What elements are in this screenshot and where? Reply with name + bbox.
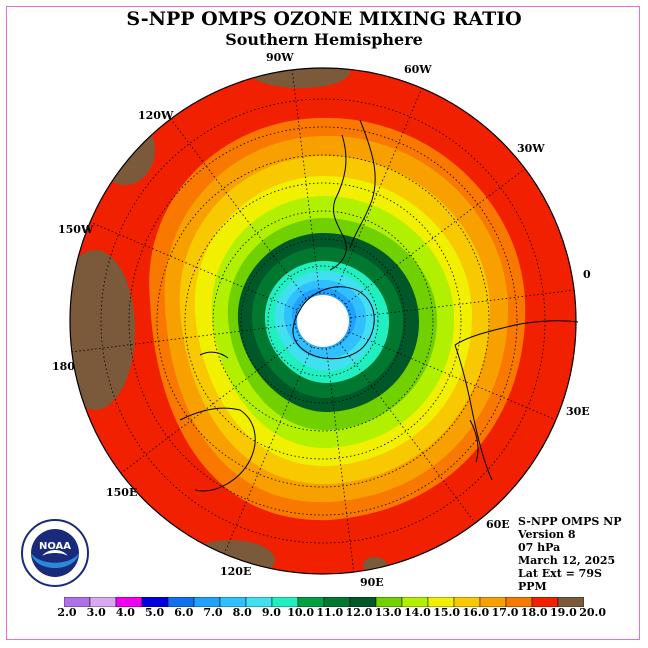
longitude-grid [71, 69, 575, 573]
africa-west-coast [454, 344, 493, 481]
colorbar-labels: 2.0 3.0 4.0 5.0 6.0 7.0 8.0 9.0 10.0 11.0 12.0 13.0… [0, 606, 648, 622]
lon-label: 120E [220, 565, 251, 578]
colorbar-tick-label: 11.0 [316, 606, 344, 619]
info-units: PPM [518, 580, 547, 593]
colorbar-tick-label: 10.0 [287, 606, 314, 619]
antarctica-coast [292, 286, 375, 360]
lon-label: 150E [106, 486, 137, 499]
lon-label: 90W [266, 51, 294, 64]
colorbar-swatch [557, 597, 584, 607]
info-level: 07 hPa [518, 541, 561, 554]
lon-label: 60W [404, 63, 432, 76]
colorbar-tick-label: 14.0 [403, 606, 431, 619]
longitude-line [333, 87, 423, 296]
lon-label: 60E [486, 518, 510, 531]
longitude-line [348, 331, 557, 421]
lon-label: 30E [566, 405, 590, 418]
africa-coast [454, 320, 579, 346]
polar-gap [297, 295, 349, 347]
longitude-line [120, 337, 301, 474]
band-brown-nw [95, 115, 155, 185]
info-block: S-NPP OMPS NP Version 8 07 hPa March 12,… [518, 515, 621, 593]
colorbar-tick-label: 8.0 [232, 606, 252, 619]
lon-label: 0 [583, 268, 591, 281]
band-brown-west [70, 250, 135, 410]
info-version: Version 8 [518, 528, 576, 541]
lon-label: 90E [360, 576, 384, 589]
colorbar-tick-label: 12.0 [345, 606, 373, 619]
noaa-logo: NOAA [21, 519, 89, 587]
colorbar-tick-label: 17.0 [491, 606, 519, 619]
colorbar-tick-label: 4.0 [115, 606, 135, 619]
colorbar-tick-label: 16.0 [462, 606, 490, 619]
lon-label: 180 [52, 360, 75, 373]
longitude-labels: 90W 60W 30W 0 30E 60E 90E 120E 150E 180 … [52, 51, 591, 589]
colorbar-tick-label: 2.0 [57, 606, 77, 619]
lon-label: 120W [138, 109, 174, 122]
madagascar-coast [469, 419, 479, 463]
longitude-line [291, 69, 320, 294]
band-brown-north [250, 68, 350, 88]
longitude-line [350, 289, 575, 318]
south-america-east-coast [349, 119, 376, 249]
australia-coast [179, 407, 256, 492]
info-instrument: S-NPP OMPS NP [518, 515, 622, 528]
ozone-field [70, 68, 576, 574]
page-title: S-NPP OMPS OZONE MIXING RATIO [126, 8, 522, 30]
map-boundary [69, 67, 577, 575]
colorbar-tick-label: 15.0 [433, 606, 460, 619]
colorbar-tick-label: 9.0 [261, 606, 281, 619]
coastlines [179, 119, 579, 492]
south-america-coast [329, 134, 347, 271]
longitude-line [345, 168, 526, 305]
colorbar-tick-label: 3.0 [86, 606, 106, 619]
colorbar-tick-label: 19.0 [549, 606, 577, 619]
colorbar-tick-label: 18.0 [520, 606, 548, 619]
colorbar [64, 597, 584, 607]
colorbar-tick-label: 6.0 [174, 606, 194, 619]
longitude-line [339, 343, 476, 524]
colorbar-tick-label: 5.0 [145, 606, 165, 619]
longitude-line [71, 324, 296, 353]
longitude-line [223, 346, 313, 555]
colorbar-tick-label: 13.0 [374, 606, 402, 619]
info-date: March 12, 2025 [518, 554, 616, 567]
colorbar-tick-label: 20.0 [579, 606, 606, 619]
lon-label: 30W [517, 142, 545, 155]
longitude-line [326, 348, 355, 573]
longitude-line [89, 221, 298, 311]
info-lat-ext: Lat Ext = 79S [518, 567, 602, 580]
page-subtitle: Southern Hemisphere [225, 30, 423, 49]
colorbar-tick-label: 7.0 [203, 606, 223, 619]
lon-label: 150W [58, 223, 94, 236]
logo-text: NOAA [39, 541, 71, 552]
new-zealand-coast [199, 351, 229, 359]
longitude-line [170, 118, 307, 299]
